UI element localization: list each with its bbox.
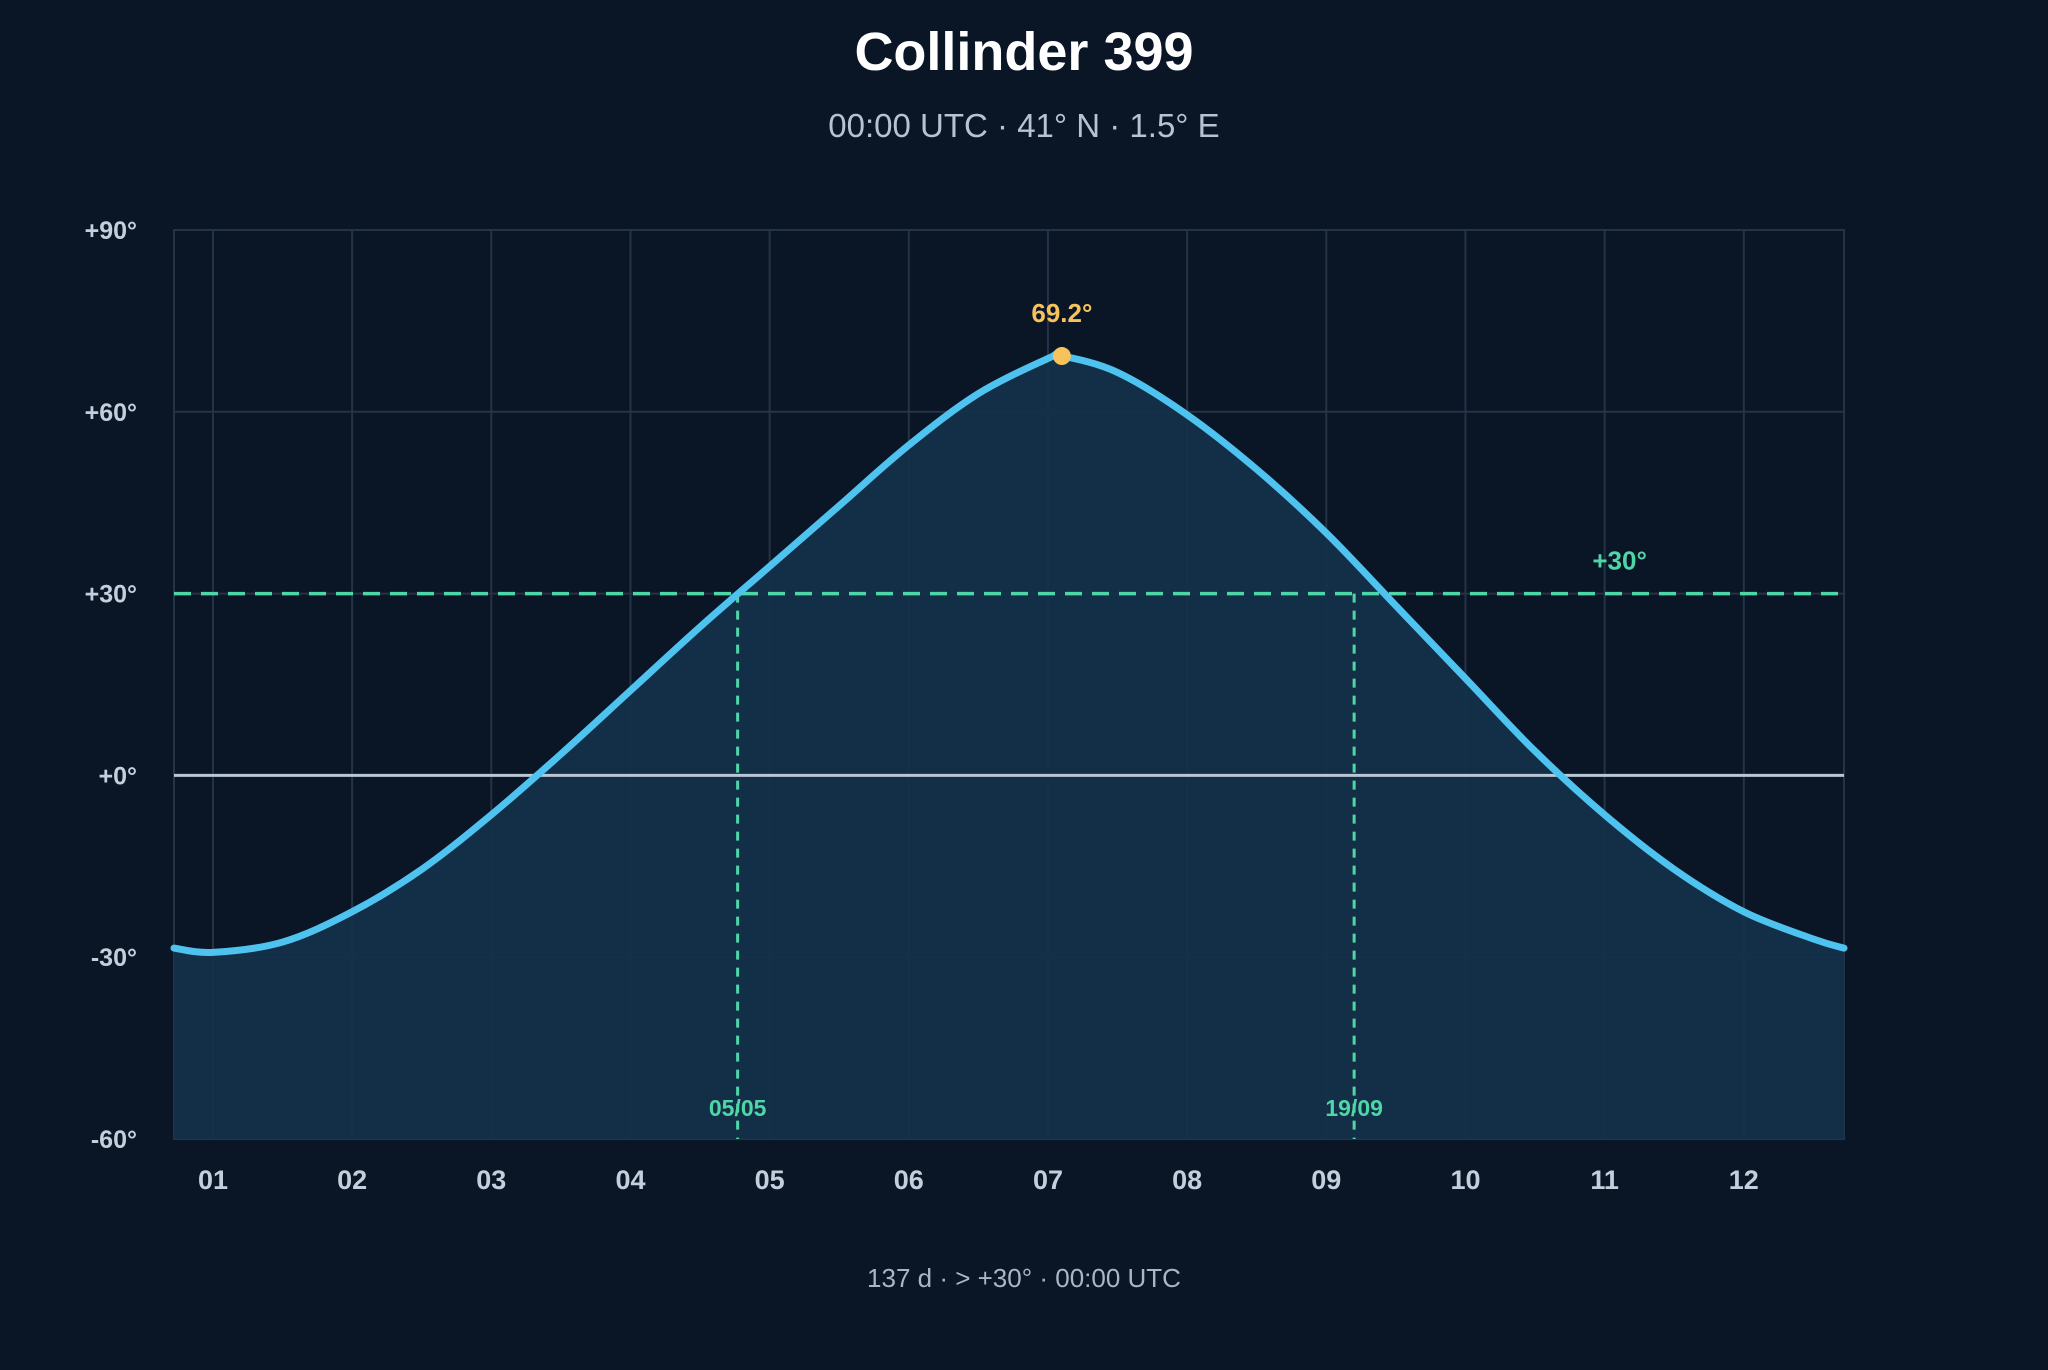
y-tick-label: +30°: [85, 581, 137, 609]
chart-footer: 137 d · > +30° · 00:00 UTC: [867, 1263, 1181, 1293]
x-tick-label: 01: [198, 1165, 228, 1195]
x-tick-label: 12: [1729, 1165, 1759, 1195]
x-tick-label: 03: [476, 1165, 506, 1195]
y-tick-label: +60°: [85, 399, 137, 427]
threshold-label: +30°: [1592, 546, 1647, 576]
threshold: +30° 05/05 19/09: [174, 546, 1844, 1139]
crossing-label: 19/09: [1325, 1095, 1383, 1121]
altitude-line: [170, 350, 1848, 956]
y-tick-label: -60°: [91, 1126, 137, 1154]
y-tick-label: +0°: [98, 762, 137, 790]
y-tick-label: -30°: [91, 944, 137, 972]
y-tick-label: +90°: [85, 217, 137, 245]
x-tick-label: 04: [615, 1165, 645, 1195]
chart-title: Collinder 399: [854, 22, 1193, 82]
chart-subtitle: 00:00 UTC · 41° N · 1.5° E: [828, 107, 1219, 144]
x-tick-label: 07: [1033, 1165, 1063, 1195]
altitude-curve: [170, 350, 1848, 956]
area-fill: [174, 354, 1844, 1139]
altitude-area: [174, 354, 1844, 1139]
peak-label: 69.2°: [1031, 298, 1092, 328]
peak-marker: [1052, 347, 1071, 366]
x-tick-label: 02: [337, 1165, 367, 1195]
axes: +90° +60° +30° +0° -30° -60° 01 02 03 04 05 06 07 08 0…: [85, 217, 1759, 1195]
annotations: 69.2°: [1031, 298, 1092, 366]
x-tick-label: 10: [1450, 1165, 1480, 1195]
crossing-label: 05/05: [709, 1095, 767, 1121]
x-tick-label: 05: [755, 1165, 785, 1195]
x-tick-label: 08: [1172, 1165, 1202, 1195]
x-tick-label: 11: [1590, 1165, 1619, 1195]
x-tick-label: 06: [894, 1165, 924, 1195]
x-tick-label: 09: [1311, 1165, 1341, 1195]
